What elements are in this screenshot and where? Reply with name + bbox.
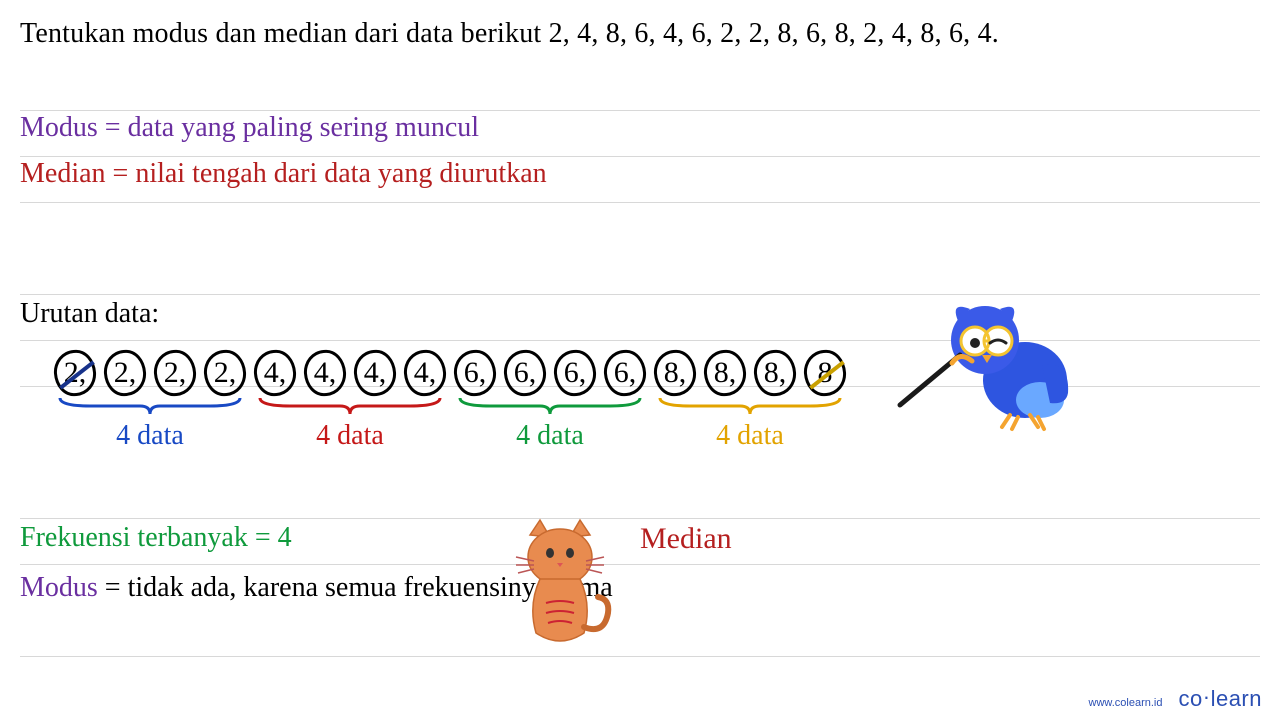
question-text: Tentukan modus dan median dari data beri… [0, 0, 1280, 60]
data-number: 2, [50, 356, 100, 390]
sorted-data-title: Urutan data: [20, 298, 159, 330]
worksheet-area: Modus = data yang paling sering muncul M… [20, 110, 1260, 690]
data-number: 2, [100, 356, 150, 390]
group-count-row: 4 data 4 data 4 data 4 data [50, 420, 850, 460]
data-number: 6, [450, 356, 500, 390]
group-bracket [50, 396, 250, 416]
group-bracket [450, 396, 650, 416]
data-number: 8, [700, 356, 750, 390]
data-number: 8, [650, 356, 700, 390]
data-number: 2, [150, 356, 200, 390]
footer: www.colearn.id co·learn [1089, 686, 1262, 712]
group-bracket [650, 396, 850, 416]
rule-line [20, 656, 1260, 657]
modus-definition: Modus = data yang paling sering muncul [20, 112, 479, 144]
data-number: 4, [400, 356, 450, 390]
footer-url: www.colearn.id [1089, 697, 1163, 709]
cat-mascot-icon [500, 515, 620, 655]
group-count-label: 4 data [50, 420, 250, 460]
data-number: 4, [350, 356, 400, 390]
data-number: 6, [550, 356, 600, 390]
data-number: 8, [750, 356, 800, 390]
data-number: 6, [600, 356, 650, 390]
modus-word: Modus [20, 572, 98, 603]
data-number: 2, [200, 356, 250, 390]
median-definition: Median = nilai tengah dari data yang diu… [20, 158, 547, 190]
data-number: 6, [500, 356, 550, 390]
rule-line [20, 202, 1260, 203]
group-count-label: 4 data [450, 420, 650, 460]
bracket-row [50, 396, 850, 416]
median-label: Median [640, 522, 732, 556]
frequency-conclusion: Frekuensi terbanyak = 4 [20, 522, 292, 554]
brand-logo: co·learn [1179, 686, 1263, 712]
data-number: 4, [250, 356, 300, 390]
data-number: 4, [300, 356, 350, 390]
group-count-label: 4 data [250, 420, 450, 460]
rule-line [20, 564, 1260, 565]
rule-line [20, 518, 1260, 519]
data-number: 8 [800, 356, 850, 390]
owl-mascot-icon [890, 285, 1080, 445]
rule-line [20, 156, 1260, 157]
group-bracket [250, 396, 450, 416]
group-count-label: 4 data [650, 420, 850, 460]
rule-line [20, 110, 1260, 111]
